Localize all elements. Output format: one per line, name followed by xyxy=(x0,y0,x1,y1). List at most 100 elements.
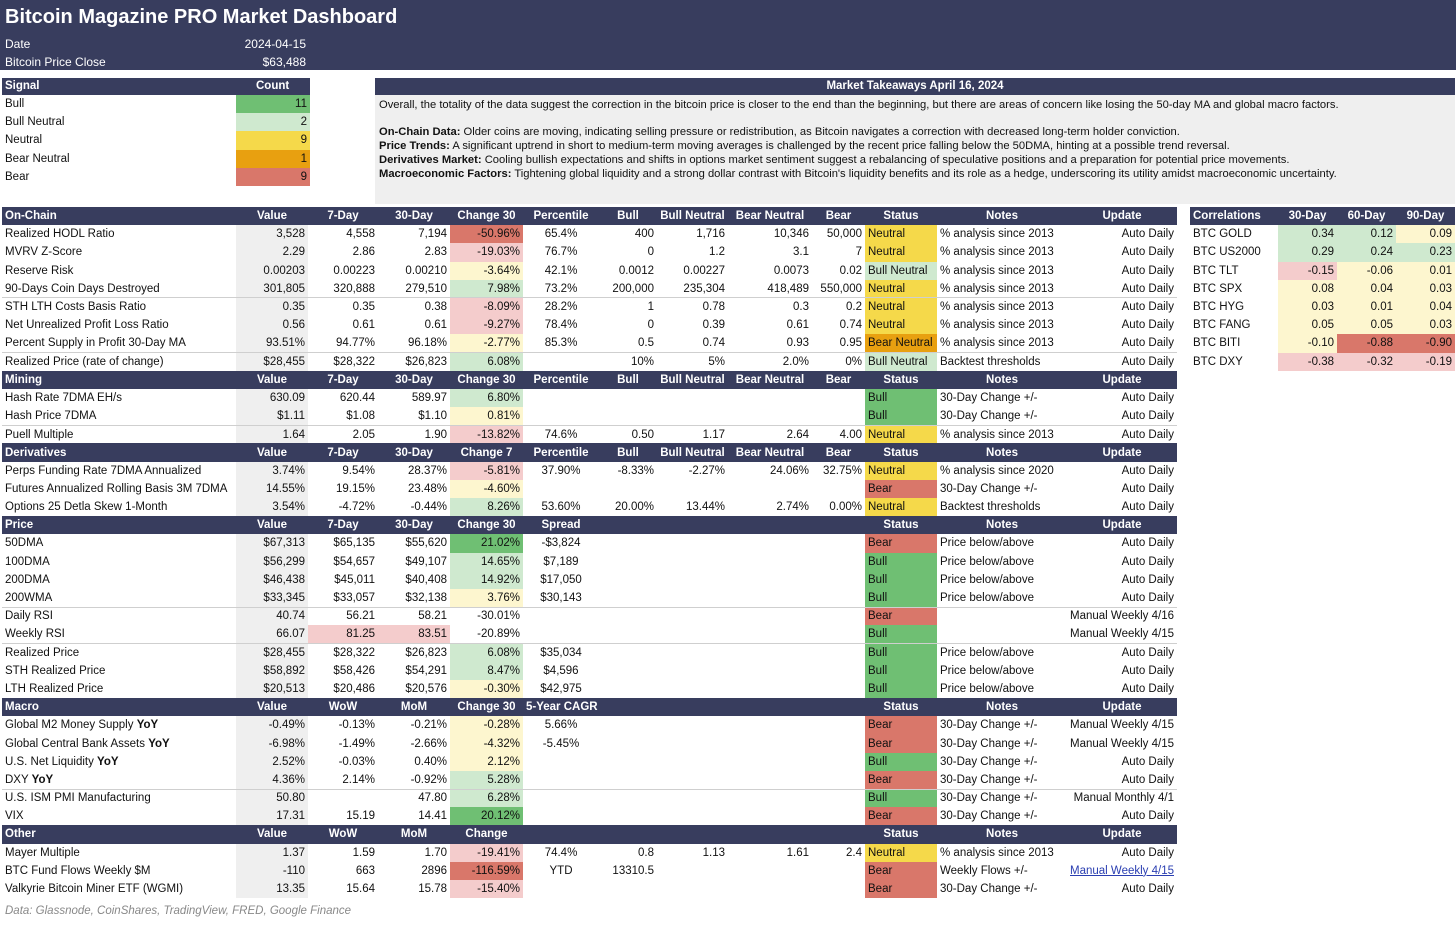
correlation-row: BTC SPX 0.08 0.04 0.03 xyxy=(1190,279,1455,298)
prior-2: $1.10 xyxy=(418,409,447,422)
metric-name: Global M2 Money Supply YoY xyxy=(2,716,236,734)
metric-suffix: YoY xyxy=(31,773,54,786)
correlation-value: 0.29 xyxy=(1278,243,1337,262)
section-header-notes: Notes xyxy=(937,825,1067,844)
status: Bull xyxy=(865,388,937,408)
metric-name: Percent Supply in Profit 30-Day MA xyxy=(5,337,186,350)
bull-threshold xyxy=(599,716,657,734)
section-header-value: Value xyxy=(236,207,308,226)
update: Auto Daily xyxy=(1121,501,1174,514)
section-header-prior-2: 30-Day xyxy=(378,516,450,535)
bull-neutral-threshold xyxy=(657,625,728,643)
status: Bull xyxy=(865,679,937,699)
percentile: 5.66% xyxy=(544,719,578,732)
bear-neutral-threshold xyxy=(728,734,812,752)
section-header-bull-threshold xyxy=(599,516,657,535)
status: Bear xyxy=(865,479,937,498)
prior-1: $28,322 xyxy=(308,351,378,371)
change: 8.47% xyxy=(450,661,523,680)
notes: % analysis since 2013 xyxy=(940,846,1054,859)
change: 20.12% xyxy=(450,807,523,826)
bear-neutral-threshold xyxy=(728,880,812,898)
prior-1: $33,057 xyxy=(333,591,375,604)
percentile: -5.45% xyxy=(542,737,580,750)
metric-name: Weekly RSI xyxy=(5,628,65,641)
section-header-notes: Notes xyxy=(937,370,1067,389)
update: Auto Daily xyxy=(1121,537,1174,550)
percentile: 85.3% xyxy=(544,337,578,350)
takeaway-text: A significant uptrend in short to medium… xyxy=(449,140,1230,152)
metric-row: U.S. ISM PMI Manufacturing 50.80 47.80 6.28… xyxy=(2,788,1177,808)
signal-count: 2 xyxy=(236,113,310,132)
bull-neutral-threshold: 13.44% xyxy=(685,501,725,514)
bear-threshold xyxy=(812,753,865,771)
metric-row: Reserve Risk 0.00203 0.00223 0.00210 -3.64% 4… xyxy=(2,261,1177,280)
metric-name: STH LTH Costs Basis Ratio xyxy=(2,297,236,317)
metric-row: Global Central Bank Assets YoY -6.98% -1.4… xyxy=(2,734,1177,753)
bull-threshold xyxy=(599,589,657,607)
bull-neutral-threshold xyxy=(657,753,728,771)
status: Bull Neutral xyxy=(865,351,937,371)
notes: 30-Day Change +/- xyxy=(940,409,1038,422)
bear-threshold xyxy=(812,480,865,498)
bull-threshold xyxy=(599,788,657,808)
bear-neutral-threshold: 24.06% xyxy=(769,464,809,477)
market-takeaways-panel: Market Takeaways April 16, 2024 Overall,… xyxy=(375,78,1455,204)
prior-2: 0.40% xyxy=(414,755,447,768)
bull-neutral-threshold xyxy=(657,807,728,825)
metric-row: 200WMA $33,345 $33,057 $32,138 3.76% $30,143 B… xyxy=(2,588,1177,608)
percentile: 53.60% xyxy=(541,501,581,514)
bear-threshold: 2.4 xyxy=(846,846,862,859)
percentile: 76.7% xyxy=(544,246,578,259)
bear-threshold xyxy=(812,788,865,808)
update: Auto Daily xyxy=(1121,337,1174,350)
prior-2: -0.92% xyxy=(410,773,447,786)
bull-neutral-threshold xyxy=(657,662,728,680)
percentile: 73.2% xyxy=(544,282,578,295)
value: 1.64 xyxy=(236,424,308,444)
percentile xyxy=(523,351,599,371)
metric-name: VIX xyxy=(5,810,24,823)
notes: Price below/above xyxy=(937,642,1067,662)
takeaway-label: Derivatives Market: xyxy=(379,154,482,166)
percentile: 28.2% xyxy=(523,297,599,317)
update-link[interactable]: Manual Weekly 4/15 xyxy=(1070,864,1174,877)
section-header-bull-neutral-threshold xyxy=(657,825,728,844)
notes: 30-Day Change +/- xyxy=(940,773,1038,786)
section-header-update: Update xyxy=(1067,698,1177,717)
notes: 30-Day Change +/- xyxy=(940,755,1038,768)
bear-neutral-threshold: 418,489 xyxy=(767,282,809,295)
percentile: YTD xyxy=(549,864,573,877)
percentile: 78.4% xyxy=(544,319,578,332)
takeaway-point: Price Trends: A significant uptrend in s… xyxy=(379,139,1451,153)
section-header-prior-1: WoW xyxy=(308,825,378,844)
bull-neutral-threshold xyxy=(657,589,728,607)
section-header-status: Status xyxy=(865,698,937,717)
section-header-change: Change 7 xyxy=(450,443,523,462)
prior-1: $1.08 xyxy=(346,409,375,422)
notes: Price below/above xyxy=(940,591,1034,604)
notes: Backtest thresholds xyxy=(937,351,1067,371)
prior-2: $49,107 xyxy=(405,555,447,568)
correlation-value: -0.90 xyxy=(1396,334,1455,353)
status: Bear xyxy=(865,861,937,880)
section-header-percentile: Percentile xyxy=(523,207,599,226)
update: Auto Daily xyxy=(1121,773,1174,786)
prior-1: 663 xyxy=(355,864,375,877)
takeaway-point: On-Chain Data: Older coins are moving, i… xyxy=(379,125,1451,139)
value: 2.29 xyxy=(236,243,308,262)
bull-neutral-threshold xyxy=(657,771,728,789)
section-header-bull-neutral-threshold xyxy=(657,516,728,535)
metric-name: MVRV Z-Score xyxy=(5,246,83,259)
section-header-bear-neutral-threshold xyxy=(728,516,812,535)
status: Bull xyxy=(865,752,937,771)
metric-name: U.S. ISM PMI Manufacturing xyxy=(2,788,236,808)
section-header-prior-1: 7-Day xyxy=(308,207,378,226)
bear-neutral-threshold: 0.0073 xyxy=(773,264,809,277)
correlation-pair: BTC US2000 xyxy=(1193,246,1261,259)
metric-name: 200WMA xyxy=(5,591,53,604)
section-header-percentile: 5-Year CAGR xyxy=(523,698,599,717)
change: 6.28% xyxy=(450,788,523,808)
section-header-update: Update xyxy=(1067,370,1177,389)
notes: Backtest thresholds xyxy=(940,501,1041,514)
